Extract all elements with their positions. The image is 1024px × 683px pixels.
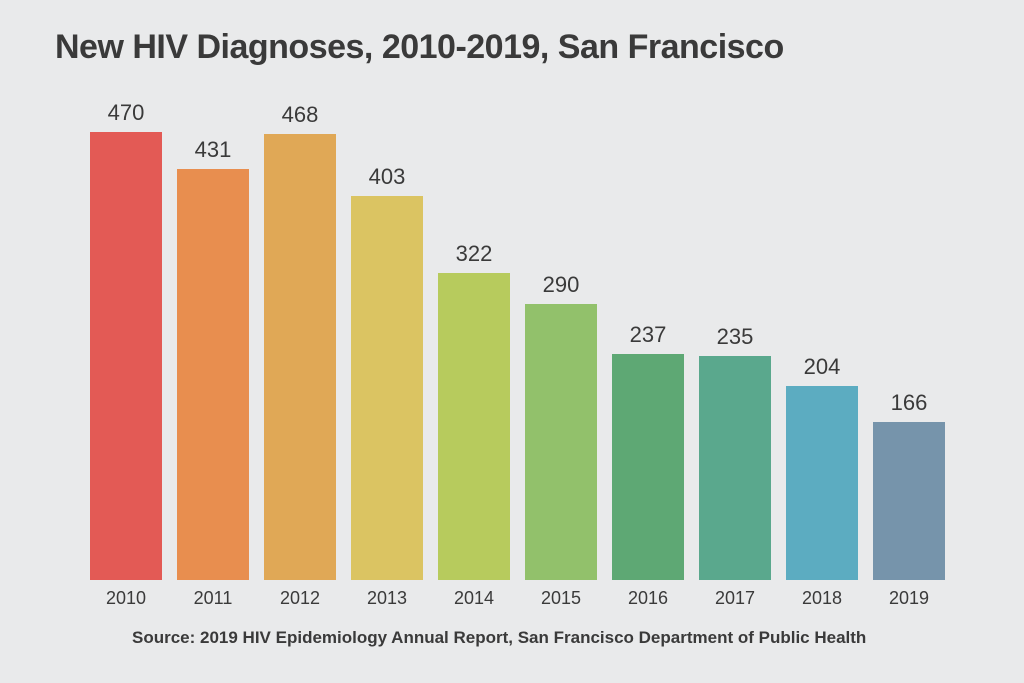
x-axis-label: 2012 — [264, 588, 336, 609]
x-axis-label: 2011 — [177, 588, 249, 609]
page-title: New HIV Diagnoses, 2010-2019, San Franci… — [55, 28, 784, 67]
bars-container: 470 431 468 403 322 290 237 235 204 166 — [90, 100, 950, 580]
bar-value-label: 237 — [630, 322, 667, 348]
bar — [525, 304, 597, 580]
x-axis-label: 2014 — [438, 588, 510, 609]
x-axis-label: 2017 — [699, 588, 771, 609]
x-axis-label: 2016 — [612, 588, 684, 609]
x-axis-labels: 2010 2011 2012 2013 2014 2015 2016 2017 2018 2019 — [90, 588, 950, 609]
bar-slot: 204 — [786, 354, 858, 580]
bar — [873, 422, 945, 580]
bar-value-label: 470 — [108, 100, 145, 126]
bar-value-label: 166 — [891, 390, 928, 416]
bar-value-label: 235 — [717, 324, 754, 350]
x-axis-label: 2010 — [90, 588, 162, 609]
bar-chart: 470 431 468 403 322 290 237 235 204 166 — [90, 100, 950, 580]
bar — [264, 134, 336, 580]
x-axis-label: 2013 — [351, 588, 423, 609]
bar-value-label: 322 — [456, 241, 493, 267]
bar-slot: 166 — [873, 390, 945, 580]
bar — [699, 356, 771, 580]
bar-slot: 235 — [699, 324, 771, 580]
bar-slot: 468 — [264, 102, 336, 580]
bar-slot: 290 — [525, 272, 597, 580]
bar-slot: 237 — [612, 322, 684, 580]
bar — [177, 169, 249, 580]
bar-slot: 403 — [351, 164, 423, 580]
x-axis-label: 2019 — [873, 588, 945, 609]
x-axis-label: 2018 — [786, 588, 858, 609]
bar-value-label: 468 — [282, 102, 319, 128]
bar — [90, 132, 162, 580]
bar-value-label: 403 — [369, 164, 406, 190]
bar — [351, 196, 423, 580]
bar-value-label: 290 — [543, 272, 580, 298]
bar — [786, 386, 858, 580]
bar-slot: 470 — [90, 100, 162, 580]
bar-slot: 322 — [438, 241, 510, 580]
bar — [438, 273, 510, 580]
bar — [612, 354, 684, 580]
bar-slot: 431 — [177, 137, 249, 580]
bar-value-label: 431 — [195, 137, 232, 163]
source-citation: Source: 2019 HIV Epidemiology Annual Rep… — [132, 628, 866, 648]
bar-value-label: 204 — [804, 354, 841, 380]
x-axis-label: 2015 — [525, 588, 597, 609]
